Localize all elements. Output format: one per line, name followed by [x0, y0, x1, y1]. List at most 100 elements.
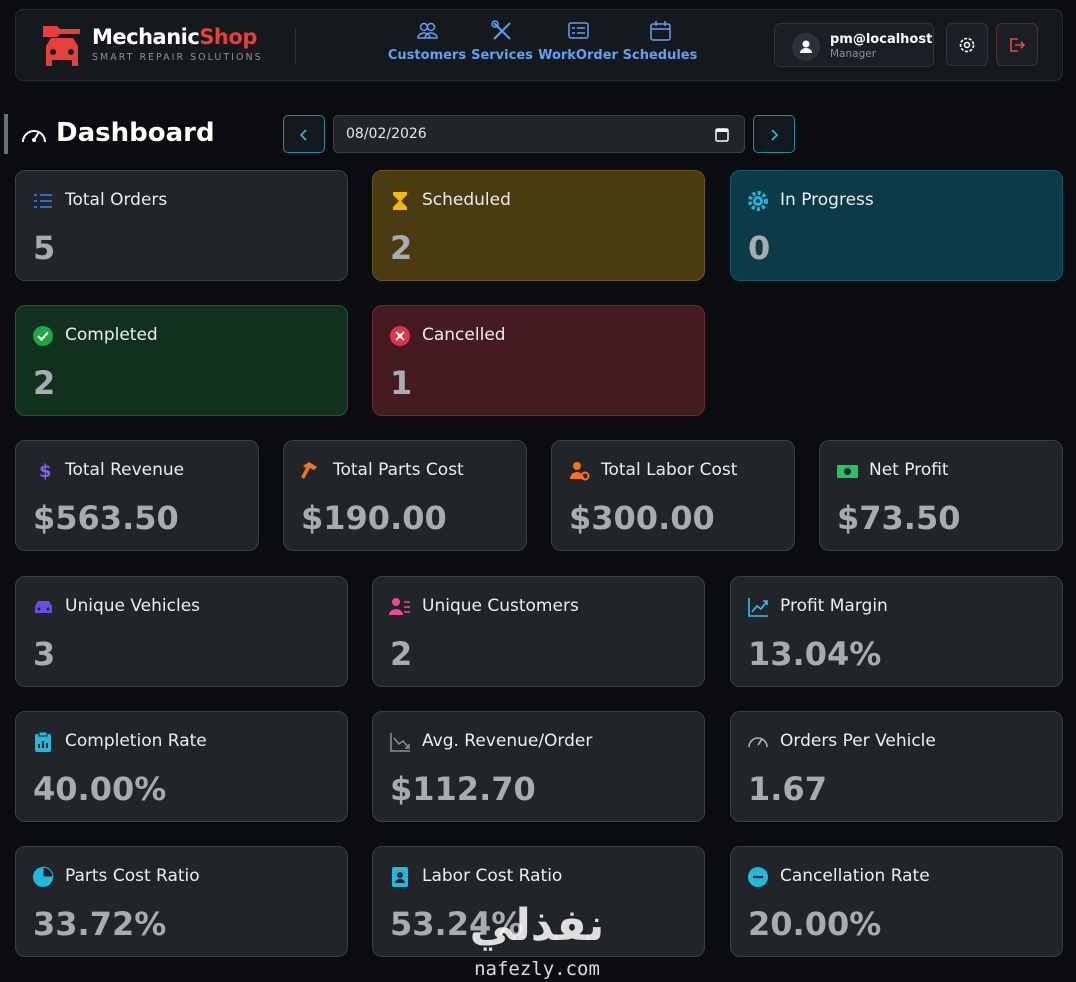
card-value: 20.00%: [748, 905, 882, 943]
date-input[interactable]: 08/02/2026: [333, 115, 745, 153]
watermark-url: nafezly.com: [474, 958, 600, 980]
card-icon: [748, 191, 768, 211]
card-value: $563.50: [33, 499, 179, 537]
nav-icon: [567, 22, 589, 39]
card-label: Cancelled: [422, 325, 506, 345]
stat-card: Parts Cost Ratio 33.72%: [15, 846, 348, 957]
page-title: Dashboard: [56, 118, 215, 148]
stat-card: Net Profit $73.50: [819, 440, 1063, 551]
nav-label: Customers: [387, 48, 467, 63]
card-value: 2: [390, 635, 413, 673]
stat-card: $ Total Revenue $563.50: [15, 440, 259, 551]
card-label: Unique Customers: [422, 596, 579, 616]
card-icon: [748, 737, 768, 748]
card-icon-wrap: [568, 460, 590, 486]
settings-icon: [959, 37, 975, 52]
nav-item[interactable]: WorkOrder: [533, 20, 623, 63]
stat-card: Labor Cost Ratio 53.24%: [372, 846, 705, 957]
card-icon: [748, 598, 768, 617]
stat-card: Total Labor Cost $300.00: [551, 440, 795, 551]
user-menu[interactable]: pm@localhost Manager: [774, 23, 934, 67]
card-value: $300.00: [569, 499, 715, 537]
card-icon: [748, 867, 768, 887]
stat-card: Unique Customers 2: [372, 576, 705, 687]
logo-icon: [43, 26, 80, 66]
divider: [295, 28, 296, 64]
stat-card: Unique Vehicles 3: [15, 576, 348, 687]
card-label: In Progress: [780, 190, 874, 210]
card-icon: [35, 731, 51, 752]
date-value: 08/02/2026: [346, 126, 427, 142]
card-value: 5: [33, 229, 56, 267]
calendar-icon: [715, 128, 729, 142]
nav-item[interactable]: Services: [457, 20, 547, 63]
card-icon-wrap: [32, 731, 54, 757]
card-value: 1: [390, 364, 413, 402]
card-value: 0: [748, 229, 771, 267]
card-icon-wrap: [32, 596, 54, 622]
logout-button[interactable]: [996, 23, 1038, 66]
card-icon-wrap: [300, 460, 322, 486]
card-icon-wrap: [747, 596, 769, 622]
card-label: Orders Per Vehicle: [780, 731, 936, 751]
card-value: $73.50: [837, 499, 961, 537]
prev-button[interactable]: [283, 115, 325, 153]
card-label: Total Revenue: [65, 460, 185, 480]
card-label: Total Labor Cost: [601, 460, 738, 480]
card-icon-wrap: [747, 731, 769, 757]
card-icon: [33, 326, 53, 346]
stat-card: Cancelled 1: [372, 305, 705, 416]
card-value: $112.70: [390, 770, 536, 808]
card-icon: [35, 601, 52, 613]
card-icon: $: [39, 461, 52, 482]
card-icon-wrap: [32, 190, 54, 216]
nav-item[interactable]: Customers: [382, 20, 472, 63]
card-icon-wrap: [389, 325, 411, 351]
card-icon-wrap: $: [32, 460, 54, 486]
card-value: 2: [390, 229, 413, 267]
settings-button[interactable]: [946, 23, 988, 66]
logout-icon: [1010, 37, 1026, 52]
card-icon: [393, 192, 407, 210]
nav-label: Schedules: [622, 48, 698, 63]
card-icon-wrap: [32, 866, 54, 892]
card-value: 13.04%: [748, 635, 882, 673]
card-icon: [570, 462, 590, 481]
card-value: 2: [33, 364, 56, 402]
user-email: pm@localhost: [830, 32, 933, 47]
watermark-arabic: نفذلي: [469, 900, 605, 951]
stat-card: Avg. Revenue/Order $112.70: [372, 711, 705, 822]
card-icon: [33, 866, 54, 887]
card-value: 3: [33, 635, 56, 673]
card-value: 33.72%: [33, 905, 167, 943]
card-icon: [389, 598, 410, 615]
card-icon: [390, 326, 410, 346]
nav-label: WorkOrder: [538, 48, 618, 63]
nav-icon: [416, 22, 438, 39]
avatar: [792, 33, 820, 61]
nav-item[interactable]: Schedules: [615, 20, 705, 63]
card-icon: [390, 733, 410, 752]
stat-card: Profit Margin 13.04%: [730, 576, 1063, 687]
card-label: Avg. Revenue/Order: [422, 731, 593, 751]
card-label: Labor Cost Ratio: [422, 866, 563, 886]
card-icon-wrap: [389, 731, 411, 757]
card-label: Completion Rate: [65, 731, 207, 751]
card-label: Completed: [65, 325, 158, 345]
next-button[interactable]: [753, 115, 795, 153]
card-icon-wrap: [32, 325, 54, 351]
card-icon-wrap: [389, 866, 411, 892]
card-label: Profit Margin: [780, 596, 888, 616]
brand-main: Mechanic: [92, 25, 200, 49]
card-value: 1.67: [748, 770, 827, 808]
title-accent: [4, 114, 8, 154]
brand-accent: Shop: [199, 25, 257, 49]
card-icon: [301, 462, 317, 479]
card-value: 40.00%: [33, 770, 167, 808]
stat-card: Cancellation Rate 20.00%: [730, 846, 1063, 957]
card-icon: [392, 867, 408, 887]
card-label: Net Profit: [869, 460, 949, 480]
card-icon: [837, 465, 858, 478]
nav-label: Services: [471, 48, 533, 63]
